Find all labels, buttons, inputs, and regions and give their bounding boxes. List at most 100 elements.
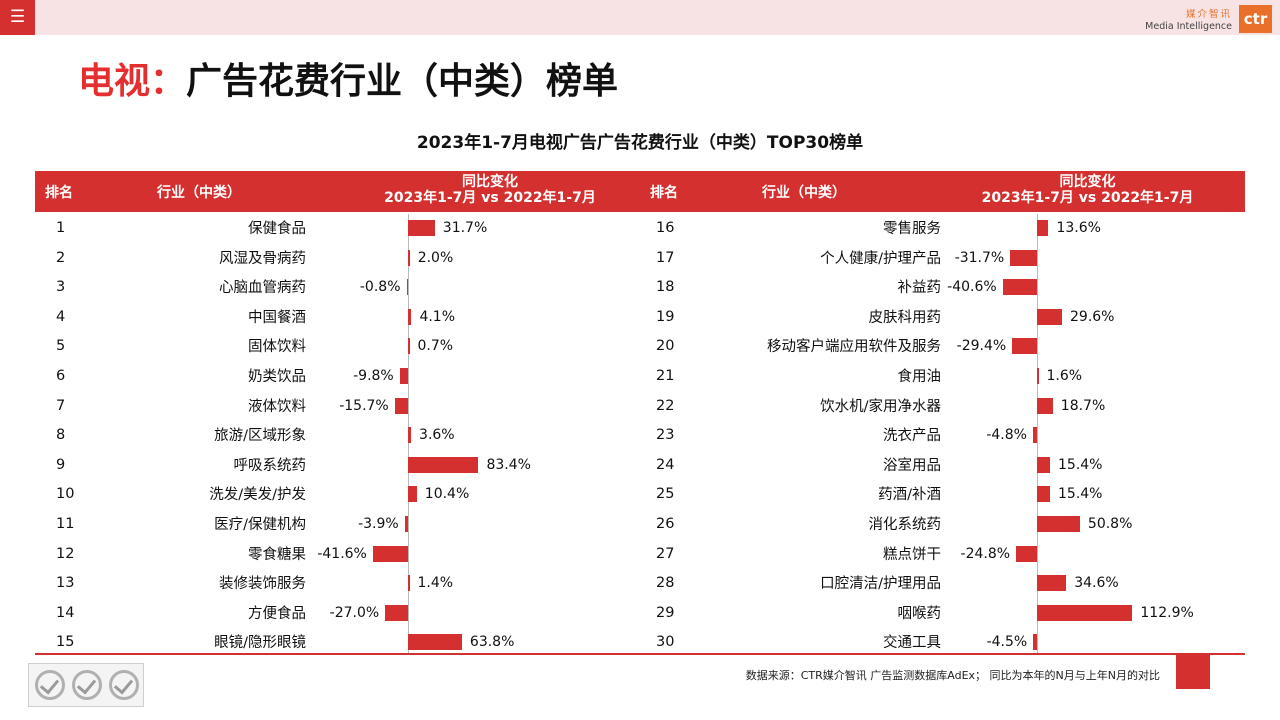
data-label: -15.7% xyxy=(339,397,389,414)
data-label: -41.6% xyxy=(317,545,367,562)
data-label: 0.7% xyxy=(417,338,454,355)
rank-number: 29 xyxy=(656,604,675,621)
sgs-seal-icon xyxy=(72,670,102,700)
data-label: 112.9% xyxy=(1140,604,1194,621)
rank-number: 8 xyxy=(56,427,66,444)
page-title: 电视：广告花费行业（中类）榜单 xyxy=(78,60,618,104)
industry-name: 装修装饰服务 xyxy=(219,576,306,593)
industry-name: 固体饮料 xyxy=(248,339,306,356)
footer-divider xyxy=(35,653,1245,655)
industry-name: 中国餐酒 xyxy=(248,309,306,326)
industry-name: 交通工具 xyxy=(883,635,941,652)
rank-number: 4 xyxy=(56,308,66,325)
industry-name: 零食糖果 xyxy=(248,546,306,563)
change-bar xyxy=(408,486,417,503)
industry-name: 呼吸系统药 xyxy=(233,457,307,474)
industry-name: 心脑血管病药 xyxy=(219,280,306,297)
change-bar xyxy=(385,604,408,621)
change-bar xyxy=(1016,545,1037,562)
change-bar xyxy=(372,545,408,562)
change-bar xyxy=(1037,604,1133,621)
rank-number: 22 xyxy=(656,397,675,414)
change-bar xyxy=(1037,456,1050,473)
change-bar xyxy=(408,427,412,444)
data-label: 31.7% xyxy=(442,220,488,236)
change-bar xyxy=(1037,486,1050,503)
rank-number: 27 xyxy=(656,545,675,562)
data-label: 1.4% xyxy=(417,575,454,592)
rank-number: 10 xyxy=(56,486,75,503)
top-bar: ☰ 媒介智讯 Media Intelligence ctr xyxy=(0,0,1280,35)
change-bar xyxy=(1037,368,1039,384)
change-bar xyxy=(1037,575,1067,592)
data-label: -40.6% xyxy=(947,279,997,296)
rank-number: 11 xyxy=(56,516,75,532)
sgs-seal-icon xyxy=(109,670,139,700)
rank-number: 18 xyxy=(656,279,675,296)
industry-name: 液体饮料 xyxy=(248,398,306,415)
industry-name: 饮水机/家用净水器 xyxy=(820,398,941,415)
industry-name: 药酒/补酒 xyxy=(878,487,941,504)
data-label: 1.6% xyxy=(1046,368,1083,384)
industry-name: 口腔清洁/护理用品 xyxy=(820,576,941,593)
rank-number: 1 xyxy=(56,220,66,236)
header-change-line1: 同比变化 xyxy=(462,174,518,190)
rank-number: 16 xyxy=(656,220,675,236)
industry-name: 消化系统药 xyxy=(868,517,942,533)
data-label: -29.4% xyxy=(956,338,1007,355)
data-label: 2.0% xyxy=(417,249,454,266)
menu-icon[interactable]: ☰ xyxy=(0,0,35,35)
industry-name: 皮肤科用药 xyxy=(868,309,942,326)
change-bar xyxy=(1002,279,1037,296)
data-label: 63.8% xyxy=(469,634,515,651)
industry-name: 补益药 xyxy=(897,280,942,297)
data-label: -4.5% xyxy=(986,634,1028,651)
data-label: -4.8% xyxy=(986,427,1027,444)
rank-number: 7 xyxy=(56,397,66,414)
header-change: 同比变化 2023年1-7月 vs 2022年1-7月 xyxy=(365,174,615,206)
industry-name: 旅游/区域形象 xyxy=(214,428,306,445)
header-industry: 行业（中类） xyxy=(762,185,846,201)
change-bar xyxy=(1037,220,1049,236)
data-label: -9.8% xyxy=(353,368,394,384)
change-bar xyxy=(1033,634,1037,651)
industry-name: 眼镜/隐形眼镜 xyxy=(214,635,306,652)
industry-name: 浴室用品 xyxy=(883,457,941,474)
data-label: -27.0% xyxy=(329,604,380,621)
data-label: 4.1% xyxy=(419,308,456,325)
rank-number: 13 xyxy=(56,575,75,592)
source-note: 数据来源：CTR媒介智讯 广告监测数据库AdEx； 同比为本年的N月与上年N月的… xyxy=(745,669,1160,682)
industry-name: 食用油 xyxy=(897,369,942,385)
rank-number: 15 xyxy=(56,634,75,651)
header-rank: 排名 xyxy=(45,185,73,201)
sgs-seal-icon xyxy=(35,670,65,700)
change-bar xyxy=(406,279,408,296)
rank-number: 25 xyxy=(656,486,675,503)
data-label: 13.6% xyxy=(1056,220,1101,236)
industry-name: 医疗/保健机构 xyxy=(214,517,306,533)
rank-number: 12 xyxy=(56,545,75,562)
industry-name: 洗发/美发/护发 xyxy=(209,487,306,504)
page-title-black: 广告花费行业（中类）榜单 xyxy=(186,61,619,102)
change-bar xyxy=(1010,249,1037,266)
header-change-line2: 2023年1-7月 vs 2022年1-7月 xyxy=(384,190,596,206)
industry-name: 风湿及骨病药 xyxy=(219,250,306,267)
header-change-line1: 同比变化 xyxy=(1059,174,1116,190)
header-rank: 排名 xyxy=(650,185,678,201)
industry-name: 个人健康/护理产品 xyxy=(820,250,941,267)
change-bar xyxy=(408,456,479,473)
rank-number: 2 xyxy=(56,249,66,266)
rank-number: 5 xyxy=(56,338,66,355)
table-header-right: 排名 行业（中类） 同比变化 2023年1-7月 vs 2022年1-7月 xyxy=(640,171,1245,212)
change-bar xyxy=(408,634,462,651)
data-label: -0.8% xyxy=(359,279,401,296)
rank-number: 3 xyxy=(56,279,66,296)
industry-name: 咽喉药 xyxy=(897,605,942,622)
data-label: 18.7% xyxy=(1060,397,1106,414)
industry-name: 零售服务 xyxy=(883,221,941,237)
rank-number: 26 xyxy=(656,516,675,532)
rank-number: 23 xyxy=(656,427,675,444)
footer-accent-block xyxy=(1176,655,1210,689)
brand-cn: 媒介智讯 xyxy=(1185,9,1232,20)
industry-name: 方便食品 xyxy=(248,605,306,622)
